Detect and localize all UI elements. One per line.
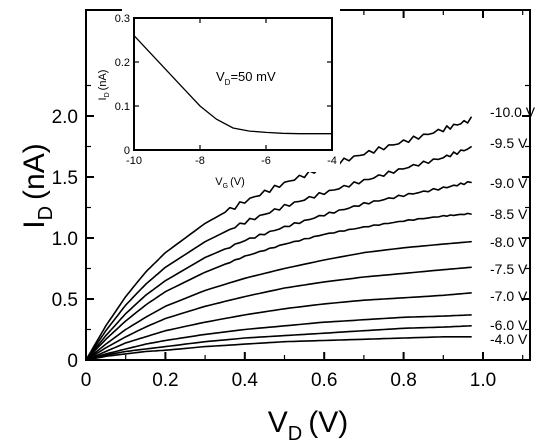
main-x-tick-label: 0.2 bbox=[152, 370, 178, 391]
inset-plot: -10 -8 -6 -4 00.10.20.3 VD=50 mV ID(nA) VG(… bbox=[97, 8, 340, 190]
inset-y-axis-label-sub: D bbox=[104, 92, 111, 97]
main-x-axis-label-unit: (V) bbox=[308, 406, 348, 439]
main-series-line bbox=[85, 116, 472, 361]
main-plot-frame bbox=[85, 9, 531, 361]
main-y-ticks: 0 0.5 1.0 1.5 2.0 bbox=[52, 84, 530, 372]
inset-annotation-main: V bbox=[216, 69, 225, 84]
main-curves bbox=[85, 116, 472, 361]
inset-annotation: VD=50 mV bbox=[216, 69, 276, 87]
inset-x-tick-label: -10 bbox=[126, 155, 142, 167]
main-y-tick-label: 2.0 bbox=[52, 107, 78, 128]
inset-background bbox=[122, 8, 340, 172]
main-y-tick-label: 0.5 bbox=[52, 290, 78, 311]
main-x-axis-label-main: V bbox=[268, 406, 288, 439]
main-series-line bbox=[85, 292, 472, 361]
main-series-line bbox=[85, 146, 472, 361]
main-x-tick-label: 1.0 bbox=[470, 370, 496, 391]
main-series-line bbox=[85, 325, 472, 361]
main-series-line bbox=[85, 314, 472, 361]
main-x-tick-label: 0.4 bbox=[232, 370, 259, 391]
main-curve-label: -7.5 V bbox=[490, 261, 528, 277]
inset-y-tick-label: 0.3 bbox=[115, 13, 130, 25]
main-curve-label: -8.0 V bbox=[490, 234, 528, 250]
main-curve-label: -10.0 V bbox=[490, 104, 536, 120]
main-series-line bbox=[85, 336, 472, 361]
inset-y-axis-label: ID(nA) bbox=[97, 70, 111, 101]
main-x-tick-label: 0.6 bbox=[311, 370, 337, 391]
main-curve-label: -7.0 V bbox=[490, 288, 528, 304]
main-y-tick-label: 0 bbox=[67, 351, 78, 372]
inset-x-axis-label-unit: (V) bbox=[230, 176, 245, 188]
inset-annotation-rest: =50 mV bbox=[230, 69, 275, 84]
main-series-line bbox=[85, 212, 472, 361]
main-x-tick-label: 0 bbox=[81, 370, 92, 391]
main-y-axis-label-sub: D bbox=[35, 206, 57, 220]
inset-y-axis-label-main: I bbox=[97, 97, 109, 100]
inset-curve-group bbox=[133, 35, 332, 135]
main-series-line bbox=[85, 266, 472, 361]
main-y-axis-label-unit: (nA) bbox=[18, 143, 51, 200]
main-curve-labels: -10.0 V -9.5 V -9.0 V -8.5 V -8.0 V -7.5 V -7.… bbox=[490, 104, 536, 347]
inset-y-axis-label-unit: (nA) bbox=[97, 70, 109, 91]
main-x-axis-label: VD (V) bbox=[268, 406, 348, 445]
inset-x-tick-label: -6 bbox=[261, 155, 271, 167]
inset-annotation-sub: D bbox=[225, 78, 231, 87]
inset-x-tick-label: -4 bbox=[327, 155, 337, 167]
inset-y-tick-label: 0.1 bbox=[115, 101, 130, 113]
inset-x-axis-label-main: V bbox=[215, 176, 223, 188]
inset-y-tick-label: 0 bbox=[124, 145, 130, 157]
main-y-axis-label-main: I bbox=[18, 220, 51, 228]
main-series-line bbox=[85, 240, 472, 361]
main-curve-label: -8.5 V bbox=[490, 206, 528, 222]
inset-curve bbox=[133, 35, 332, 135]
main-curve-label: -9.0 V bbox=[490, 175, 528, 191]
inset-x-ticks: -10 -8 -6 -4 bbox=[126, 18, 337, 167]
main-x-axis-label-sub: D bbox=[288, 423, 302, 445]
main-plot: 0 0.2 0.4 0.6 0.8 1.0 0 0.5 1.0 1.5 2.0 -10.0 V -9… bbox=[18, 9, 536, 445]
inset-x-axis-label: VG (V) bbox=[215, 176, 244, 190]
inset-x-tick-label: -8 bbox=[195, 155, 205, 167]
main-y-tick-label: 1.5 bbox=[52, 168, 78, 189]
inset-x-axis-label-sub: G bbox=[223, 183, 228, 190]
main-curve-label: -9.5 V bbox=[490, 135, 528, 151]
main-y-axis-label: ID (nA) bbox=[18, 143, 57, 228]
inset-y-tick-label: 0.2 bbox=[115, 57, 130, 69]
main-curve-label: -4.0 V bbox=[490, 331, 528, 347]
main-x-tick-label: 0.8 bbox=[390, 370, 416, 391]
main-series-line bbox=[85, 181, 472, 361]
main-y-tick-label: 1.0 bbox=[52, 229, 78, 250]
main-curve-label: -6.0 V bbox=[490, 317, 528, 333]
inset-y-ticks: 0 0.1 0.2 0.3 bbox=[115, 13, 332, 157]
